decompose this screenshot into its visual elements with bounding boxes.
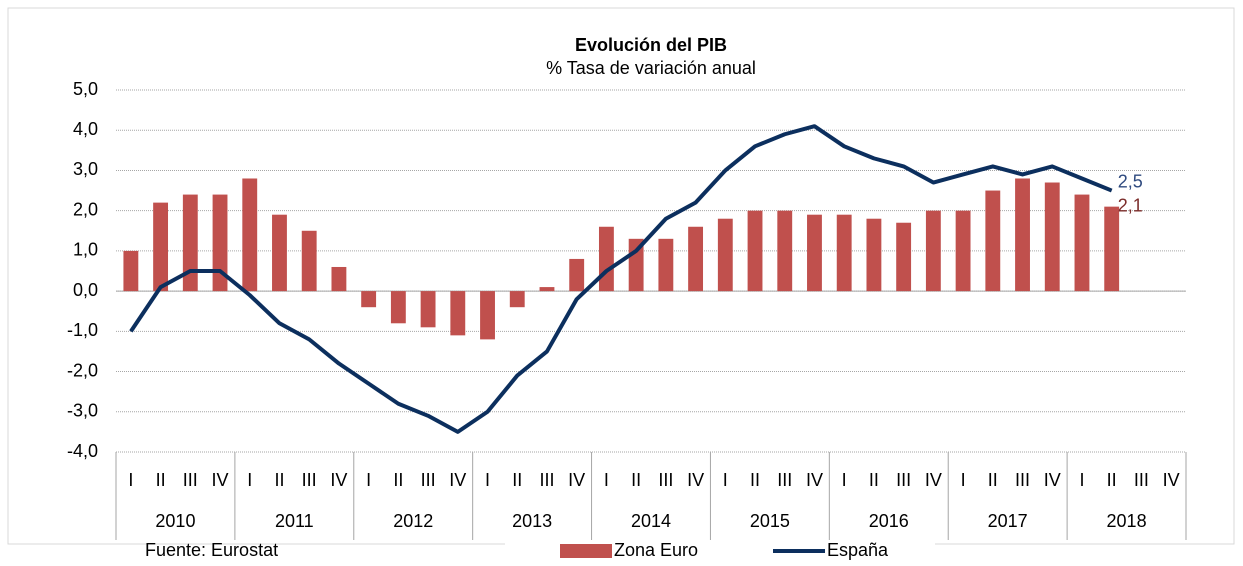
data-label: 2,5 [1118,171,1143,191]
bar [658,238,674,292]
x-tick-label: I [842,470,847,490]
year-label: 2012 [393,511,433,531]
bar [896,222,912,292]
y-tick-label: 0,0 [73,280,98,300]
bar [301,230,317,292]
x-tick-label: II [631,470,641,490]
bar [688,226,704,292]
year-label: 2017 [988,511,1028,531]
bar [1104,206,1120,292]
x-tick-label: II [393,470,403,490]
bar [272,214,287,292]
x-tick-label: IV [806,470,823,490]
x-tick-label: IV [449,470,466,490]
x-tick-label: II [512,470,522,490]
x-tick-label: IV [687,470,704,490]
year-label: 2018 [1107,511,1147,531]
bar [153,202,169,292]
bar [450,291,466,336]
year-label: 2015 [750,511,790,531]
line [129,124,1113,434]
x-tick-label: III [539,470,554,490]
y-tick-label: 1,0 [73,240,98,260]
y-tick-label: -2,0 [67,360,98,380]
legend-label: España [827,540,889,560]
bar [866,218,882,292]
bar [955,210,971,292]
bar [242,178,258,292]
chart-title: Evolución del PIB [575,35,727,55]
x-tick-label: III [302,470,317,490]
x-tick-label: III [658,470,673,490]
x-tick-label: I [247,470,252,490]
x-tick-label: II [1107,470,1117,490]
bar [836,214,852,292]
x-tick-label: III [1015,470,1030,490]
x-tick-label: I [604,470,609,490]
x-tick-label: III [421,470,436,490]
x-tick-label: I [723,470,728,490]
bar [480,291,495,340]
bar [123,250,139,292]
x-tick-label: I [485,470,490,490]
x-tick-label: II [156,470,166,490]
x-tick-label: I [128,470,133,490]
x-tick-label: II [274,470,284,490]
y-tick-label: 4,0 [73,119,98,139]
x-tick-label: IV [925,470,942,490]
year-label: 2011 [275,511,314,531]
bar [509,291,525,308]
x-tick-label: IV [1044,470,1061,490]
bar [569,258,585,292]
y-tick-label: 5,0 [73,79,98,99]
bar [212,194,228,292]
year-label: 2010 [155,511,195,531]
x-tick-label: III [183,470,198,490]
bar [985,190,1001,292]
bar [777,210,793,292]
x-tick-label: II [869,470,879,490]
y-tick-label: -4,0 [67,441,98,461]
y-tick-label: 3,0 [73,159,98,179]
chart-subtitle: % Tasa de variación anual [546,58,756,78]
x-tick-label: I [1079,470,1084,490]
bar [598,226,614,292]
y-tick-label: 2,0 [73,199,98,219]
bar [182,194,198,292]
legend-swatch [560,544,612,558]
x-tick-label: IV [212,470,229,490]
data-label: 2,1 [1118,195,1143,215]
bar [925,210,941,292]
bar [390,291,406,324]
x-tick-label: I [366,470,371,490]
year-label: 2013 [512,511,552,531]
year-label: 2016 [869,511,909,531]
x-tick-label: IV [330,470,347,490]
bar [747,210,763,292]
bar [420,291,436,328]
x-tick-label: II [750,470,760,490]
bar [1074,194,1090,292]
x-tick-label: III [1134,470,1149,490]
x-tick-label: III [896,470,911,490]
source: Fuente: Eurostat [145,540,278,560]
y-tick-label: -3,0 [67,401,98,421]
bar [331,266,347,292]
x-tick-label: III [777,470,792,490]
bar [1015,178,1030,292]
x-tick-label: IV [568,470,585,490]
y-tick-label: -1,0 [67,320,98,340]
bar [361,291,377,308]
x-tick-label: I [961,470,966,490]
bar [717,218,733,292]
x-tick-label: II [988,470,998,490]
legend-label: Zona Euro [614,540,698,560]
bar [539,287,555,292]
bar [807,214,822,292]
year-label: 2014 [631,511,671,531]
bar [1044,182,1060,292]
x-tick-label: IV [1163,470,1180,490]
